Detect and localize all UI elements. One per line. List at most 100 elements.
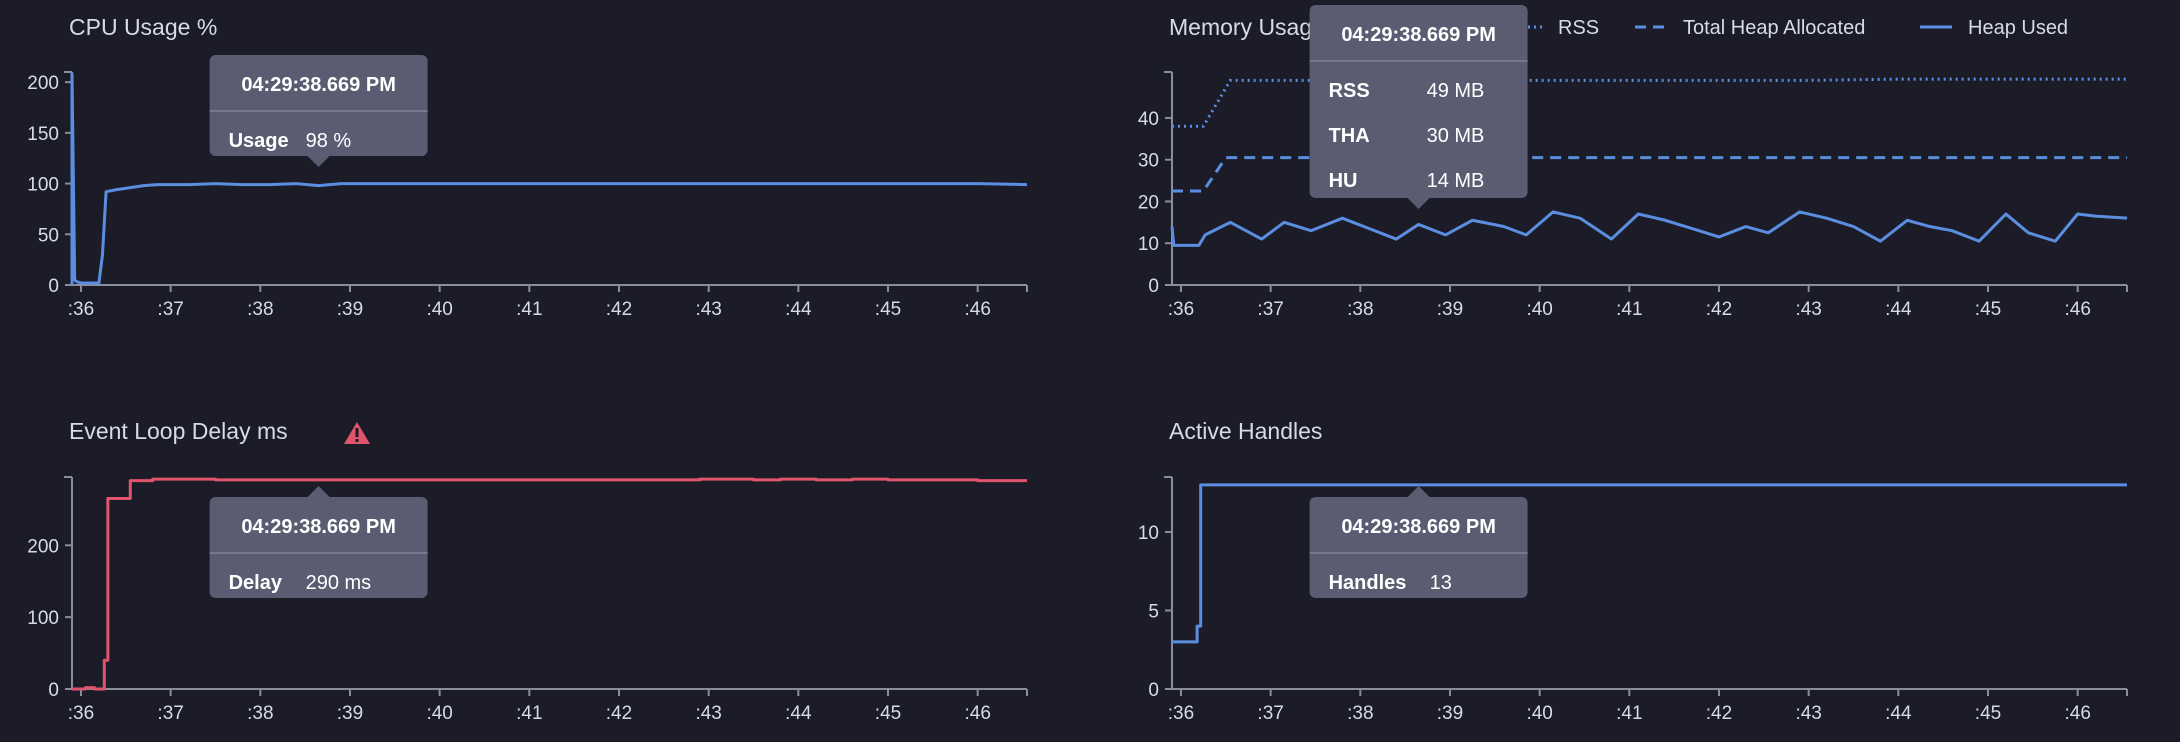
x-tick-label: :42 (1706, 299, 1732, 320)
x-tick-label: :38 (247, 299, 273, 320)
active-handles-plot[interactable]: 0 5 10:36:37:38:39:40:41:42:43:44:45:46 (1138, 476, 2128, 724)
tooltip-row-label: Handles (1329, 572, 1407, 594)
tooltip-time: 04:29:38.669 PM (241, 516, 396, 538)
x-tick-label: :37 (157, 703, 183, 724)
event-loop-delay-plot[interactable]: 0 100 200:36:37:38:39:40:41:42:43:44:45:46 (27, 476, 1028, 724)
x-tick-label: :42 (606, 703, 632, 724)
handles-series-line (1172, 483, 2127, 644)
tooltip-row-value: 290 ms (306, 572, 372, 594)
x-tick-label: :46 (964, 299, 990, 320)
x-tick-label: :43 (695, 299, 721, 320)
event-loop-delay-panel: Event Loop Delay ms 0 100 200 :36 :37 :38 :39:… (27, 418, 1028, 724)
tooltip-box (209, 497, 428, 598)
y-tick-label: 0 (48, 276, 59, 297)
x-tick-label: :39 (1437, 703, 1463, 724)
x-tick-label: :36 (68, 703, 94, 724)
cpu-series-line (70, 72, 1028, 285)
x-tick-label: :37 (1257, 299, 1283, 320)
tooltip-row-value: 30 MB (1427, 125, 1485, 147)
legend-item[interactable]: Total Heap Allocated (1635, 17, 1865, 39)
x-tick-label: :45 (1975, 299, 2001, 320)
y-tick-label: 200 (27, 536, 59, 557)
tooltip-pointer (1407, 198, 1430, 209)
axes: 0 10 20 30 40:36:37:38:39:40:41:42:43:44:45:… (1138, 71, 2128, 320)
tooltip-row-label: Delay (229, 572, 283, 594)
x-tick-label: :41 (1616, 299, 1642, 320)
tooltip-time: 04:29:38.669 PM (1341, 24, 1496, 46)
x-tick-label: :39 (337, 299, 363, 320)
y-tick-label: 40 (1138, 109, 1159, 130)
y-tick-label: 100 (27, 608, 59, 629)
axes: 0 5 10:36:37:38:39:40:41:42:43:44:45:46 (1138, 476, 2128, 724)
legend-label: Heap Used (1968, 17, 2068, 39)
x-tick-label: :38 (1347, 299, 1373, 320)
x-tick-label: :40 (426, 703, 452, 724)
y-tick-label: 20 (1138, 192, 1159, 213)
tooltip-time: 04:29:38.669 PM (1341, 516, 1496, 538)
memory-usage-panel: Memory Usage MB RSS Total Heap Allocated H… (1138, 14, 2128, 320)
x-tick-label: :42 (1706, 703, 1732, 724)
tooltip-pointer (1407, 486, 1430, 497)
x-tick-label: :43 (1795, 703, 1821, 724)
y-tick-label: 0 (48, 680, 59, 701)
x-tick-label: :41 (1616, 703, 1642, 724)
y-tick-label: 5 (1148, 601, 1159, 622)
x-tick-label: :44 (785, 299, 812, 320)
cpu-usage-panel: CPU Usage % 0 50 100 150 200:36:37:38:39:40:… (27, 14, 1028, 320)
x-tick-label: :45 (875, 703, 901, 724)
x-tick-label: :43 (1795, 299, 1821, 320)
tooltip-box (209, 55, 428, 156)
x-tick-label: :40 (1526, 703, 1552, 724)
y-tick-label: 0 (1148, 276, 1159, 297)
x-tick-label: :38 (247, 703, 273, 724)
y-tick-label: 150 (27, 124, 59, 145)
memory-legend: RSS Total Heap Allocated Heap Used (1510, 17, 2068, 39)
y-tick-label: 200 (27, 73, 59, 94)
y-tick-label: 30 (1138, 151, 1159, 172)
tooltip-time: 04:29:38.669 PM (241, 74, 396, 96)
tooltip: 04:29:38.669 PM RSS 49 MB THA 30 MB HU 14 MB (1309, 5, 1528, 209)
x-tick-label: :46 (964, 703, 990, 724)
tooltip-row-label: THA (1329, 125, 1370, 147)
cpu-chart-title: CPU Usage % (69, 14, 217, 40)
tooltip-row-value: 49 MB (1427, 80, 1485, 102)
event-loop-chart-title: Event Loop Delay ms (69, 418, 288, 444)
heap-used-series-line (1170, 210, 2128, 247)
cpu-usage-plot[interactable]: 0 50 100 150 200:36:37:38:39:40:41:42:43:44:… (27, 71, 1028, 320)
x-tick-label: :40 (426, 299, 452, 320)
x-tick-label: :36 (1168, 299, 1194, 320)
tooltip-row-value: 98 % (306, 130, 352, 152)
tooltip: 04:29:38.669 PM Handles 13 (1309, 486, 1528, 598)
y-tick-label: 100 (27, 175, 59, 196)
legend-item[interactable]: RSS (1510, 17, 1599, 39)
x-tick-label: :45 (1975, 703, 2001, 724)
x-tick-label: :42 (606, 299, 632, 320)
legend-label: Total Heap Allocated (1683, 17, 1865, 39)
y-tick-label: 0 (1148, 680, 1159, 701)
axes: 0 100 200:36:37:38:39:40:41:42:43:44:45:46 (27, 476, 1028, 724)
x-tick-label: :39 (337, 703, 363, 724)
x-tick-label: :41 (516, 299, 542, 320)
tooltip-pointer (307, 486, 330, 497)
legend-item[interactable]: Heap Used (1920, 17, 2068, 39)
x-tick-label: :37 (1257, 703, 1283, 724)
tooltip-row-label: Usage (229, 130, 289, 152)
total-heap-allocated-series-line (1172, 156, 2127, 193)
eventloop-series-line (72, 477, 1027, 691)
active-handles-chart-title: Active Handles (1169, 418, 1322, 444)
x-tick-label: :46 (2064, 299, 2090, 320)
tooltip-pointer (307, 156, 330, 167)
y-tick-label: 50 (38, 225, 59, 246)
memory-usage-plot[interactable]: 0 10 20 30 40:36:37:38:39:40:41:42:43:44:45:… (1138, 71, 2128, 320)
warning-triangle-icon[interactable] (344, 422, 370, 444)
y-tick-label: 10 (1138, 523, 1159, 544)
tooltips-layer: 04:29:38.669 PM Usage 98 % 04:29:38.669 PM R… (209, 5, 1528, 598)
x-tick-label: :45 (875, 299, 901, 320)
legend-label: RSS (1558, 17, 1599, 39)
axes: 0 50 100 150 200:36:37:38:39:40:41:42:43:44:… (27, 71, 1028, 320)
tooltip-box (1309, 497, 1528, 598)
active-handles-panel: Active Handles 0 5 10:36:37:38:39:40:41:42… (1138, 418, 2128, 724)
rss-series-line (1172, 77, 2127, 128)
x-tick-label: :46 (2064, 703, 2090, 724)
